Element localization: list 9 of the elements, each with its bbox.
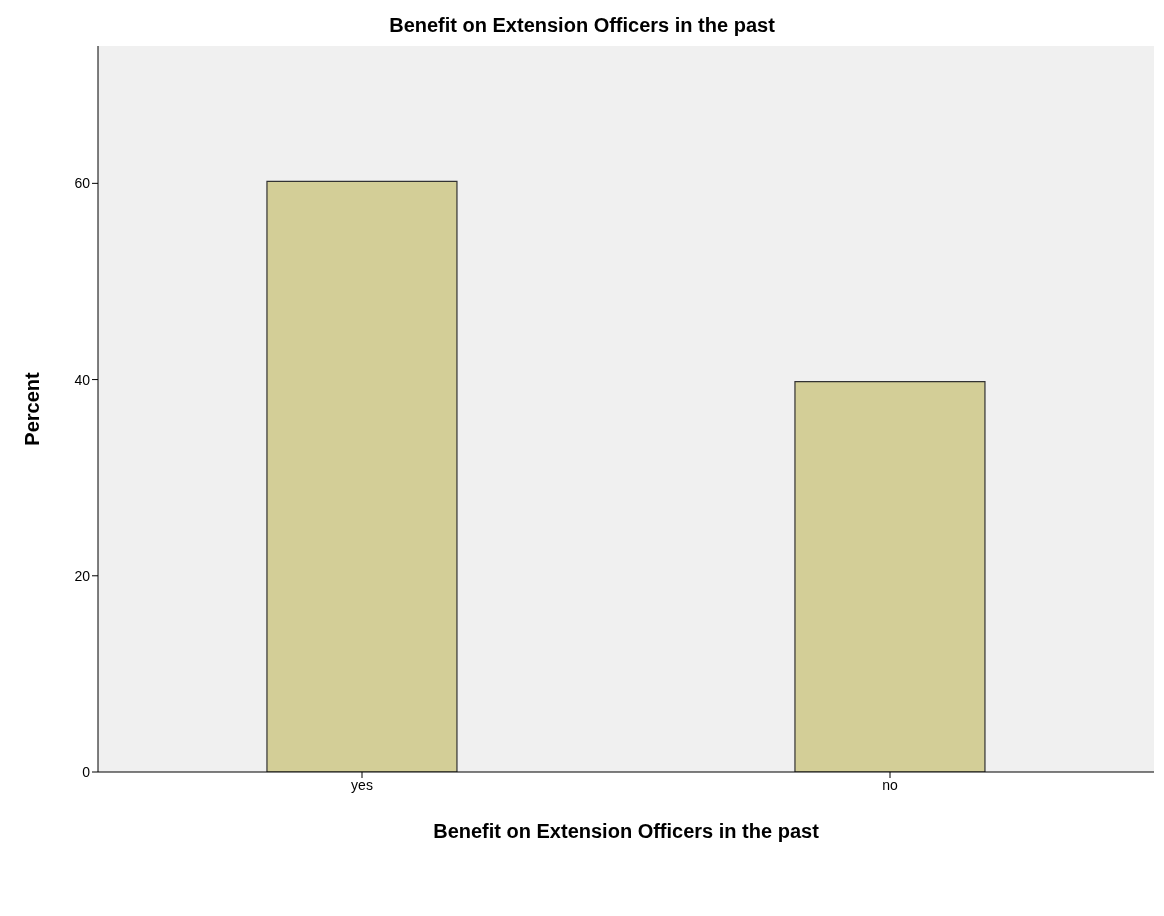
x-tick-label: yes (351, 776, 373, 793)
y-axis-title: Percent (21, 371, 44, 446)
y-tick-label: 0 (82, 763, 91, 780)
x-tick-label: no (882, 776, 898, 793)
x-axis-title: Benefit on Extension Officers in the past (433, 820, 820, 842)
y-tick-label: 40 (74, 371, 91, 388)
y-tick-label: 20 (74, 567, 91, 584)
chart-title: Benefit on Extension Officers in the past (388, 13, 776, 38)
y-tick-label: 60 (74, 175, 91, 192)
